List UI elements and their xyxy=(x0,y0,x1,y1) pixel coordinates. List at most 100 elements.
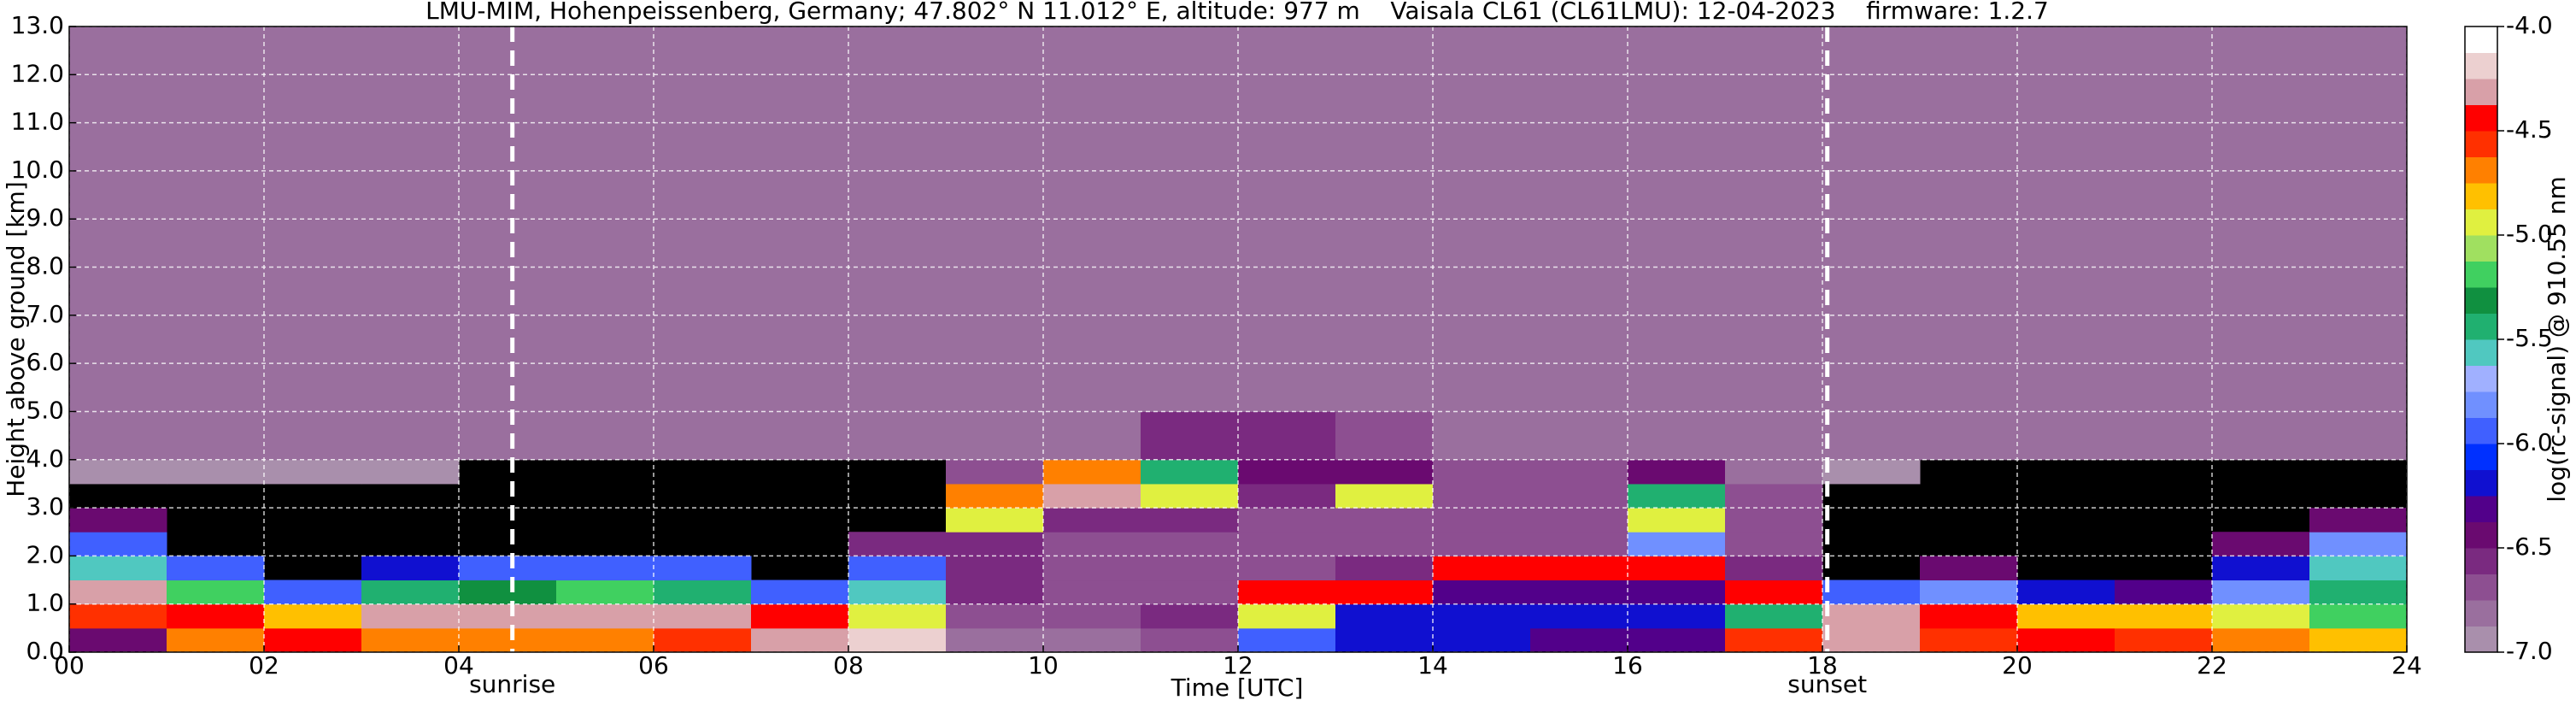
colorbar-step xyxy=(2465,339,2497,366)
heatmap-cell xyxy=(1530,459,1628,485)
heatmap-cell xyxy=(69,508,167,532)
colorbar-tick-label: -6.5 xyxy=(2506,532,2553,561)
x-axis-label: Time [UTC] xyxy=(1171,674,1304,702)
heatmap-cell xyxy=(264,603,362,629)
heatmap-cell xyxy=(1043,508,1141,532)
y-tick-label: 1.0 xyxy=(26,589,64,617)
heatmap-cell xyxy=(1433,603,1531,629)
heatmap-cell xyxy=(946,556,1044,581)
colorbar-step xyxy=(2465,417,2497,444)
heatmap-cell xyxy=(654,627,752,653)
heatmap-cell xyxy=(2212,580,2310,605)
heatmap-cell xyxy=(69,459,167,485)
annotation-label: sunrise xyxy=(469,670,555,698)
heatmap-cell xyxy=(2309,580,2408,605)
heatmap-cell xyxy=(946,459,1044,485)
heatmap-cell xyxy=(1141,483,1239,509)
heatmap-cell xyxy=(69,580,167,605)
heatmap-cell xyxy=(2115,411,2213,461)
heatmap-cell xyxy=(1238,411,1336,461)
heatmap-cell xyxy=(654,603,752,629)
heatmap-cell xyxy=(1335,411,1434,461)
heatmap-cell xyxy=(1433,459,1531,485)
heatmap-cell xyxy=(361,580,460,605)
heatmap-cell xyxy=(848,603,947,629)
heatmap-cell xyxy=(167,603,265,629)
x-tick-label: 02 xyxy=(249,651,279,680)
heatmap-cell xyxy=(1433,483,1531,509)
colorbar-step xyxy=(2465,574,2497,601)
y-tick-label: 9.0 xyxy=(26,203,64,232)
heatmap-cell xyxy=(264,580,362,605)
x-tick-label: 16 xyxy=(1612,651,1643,680)
heatmap-cell xyxy=(361,627,460,653)
y-tick-label: 6.0 xyxy=(26,348,64,376)
heatmap-cell xyxy=(1530,411,1628,461)
colorbar-step xyxy=(2465,261,2497,288)
heatmap-cell xyxy=(1141,532,1239,556)
heatmap-cell xyxy=(1043,459,1141,485)
heatmap-cell xyxy=(1335,532,1434,556)
y-tick-label: 10.0 xyxy=(11,156,64,184)
colorbar-step xyxy=(2465,444,2497,470)
colorbar-tick-label: -5.5 xyxy=(2506,324,2553,352)
heatmap-cell xyxy=(1628,508,1726,532)
heatmap-cell xyxy=(1530,580,1628,605)
heatmap-cell xyxy=(1335,459,1434,485)
colorbar-step xyxy=(2465,521,2497,549)
heatmap-cell xyxy=(2309,627,2408,653)
heatmap-cell xyxy=(1920,411,2018,461)
heatmap-cell xyxy=(2017,627,2115,653)
y-tick-label: 5.0 xyxy=(26,396,64,424)
colorbar-step xyxy=(2465,131,2497,157)
x-tick-label: 10 xyxy=(1028,651,1059,680)
y-tick-label: 4.0 xyxy=(26,444,64,473)
x-tick-label: 14 xyxy=(1417,651,1448,680)
heatmap-cell xyxy=(2309,603,2408,629)
colorbar-step xyxy=(2465,79,2497,105)
heatmap-cell xyxy=(1141,627,1239,653)
heatmap-cell xyxy=(946,483,1044,509)
colorbar-tick-label: -4.0 xyxy=(2506,11,2553,39)
heatmap-cell xyxy=(1628,627,1726,653)
heatmap-cell xyxy=(1725,459,1823,485)
heatmap-cell xyxy=(1725,508,1823,532)
heatmap-cell xyxy=(1725,483,1823,509)
heatmap-cell xyxy=(556,580,654,605)
plot-frame xyxy=(68,26,2408,653)
heatmap-cell xyxy=(264,411,362,461)
heatmap-cell xyxy=(1238,459,1336,485)
heatmap-cell xyxy=(1433,580,1531,605)
heatmap-cell xyxy=(361,556,460,581)
heatmap-cell xyxy=(2212,411,2310,461)
heatmap-cell xyxy=(69,603,167,629)
colorbar-step xyxy=(2465,156,2497,184)
heatmap-cell xyxy=(1335,556,1434,581)
heatmap-cell xyxy=(556,627,654,653)
heatmap-cell xyxy=(946,508,1044,532)
heatmap-cell xyxy=(361,411,460,461)
heatmap-cell xyxy=(1141,508,1239,532)
y-axis-label: Height above ground [km] xyxy=(2,181,30,497)
colorbar-tick-label: -6.0 xyxy=(2506,428,2553,456)
heatmap-cell xyxy=(1335,627,1434,653)
colorbar-step xyxy=(2465,365,2497,392)
x-tick-label: 08 xyxy=(833,651,864,680)
heatmap-cell xyxy=(361,459,460,485)
heatmap-cell xyxy=(1335,483,1434,509)
chart-title: LMU-MIM, Hohenpeissenberg, Germany; 47.8… xyxy=(425,0,2049,25)
heatmap-cell xyxy=(1141,603,1239,629)
heatmap-cell xyxy=(264,627,362,653)
colorbar-step xyxy=(2465,600,2497,627)
heatmap-cell xyxy=(946,532,1044,556)
heatmap-cell xyxy=(751,603,849,629)
heatmap-cell xyxy=(1725,556,1823,581)
heatmap-cell xyxy=(167,556,265,581)
heatmap-cell xyxy=(1238,556,1336,581)
heatmap-cell xyxy=(1725,580,1823,605)
x-tick-label: 00 xyxy=(54,651,85,680)
colorbar-label: log(rc-signal) @ 910.55 nm xyxy=(2543,176,2571,502)
heatmap-cell xyxy=(1433,411,1531,461)
heatmap-cell xyxy=(1628,483,1726,509)
